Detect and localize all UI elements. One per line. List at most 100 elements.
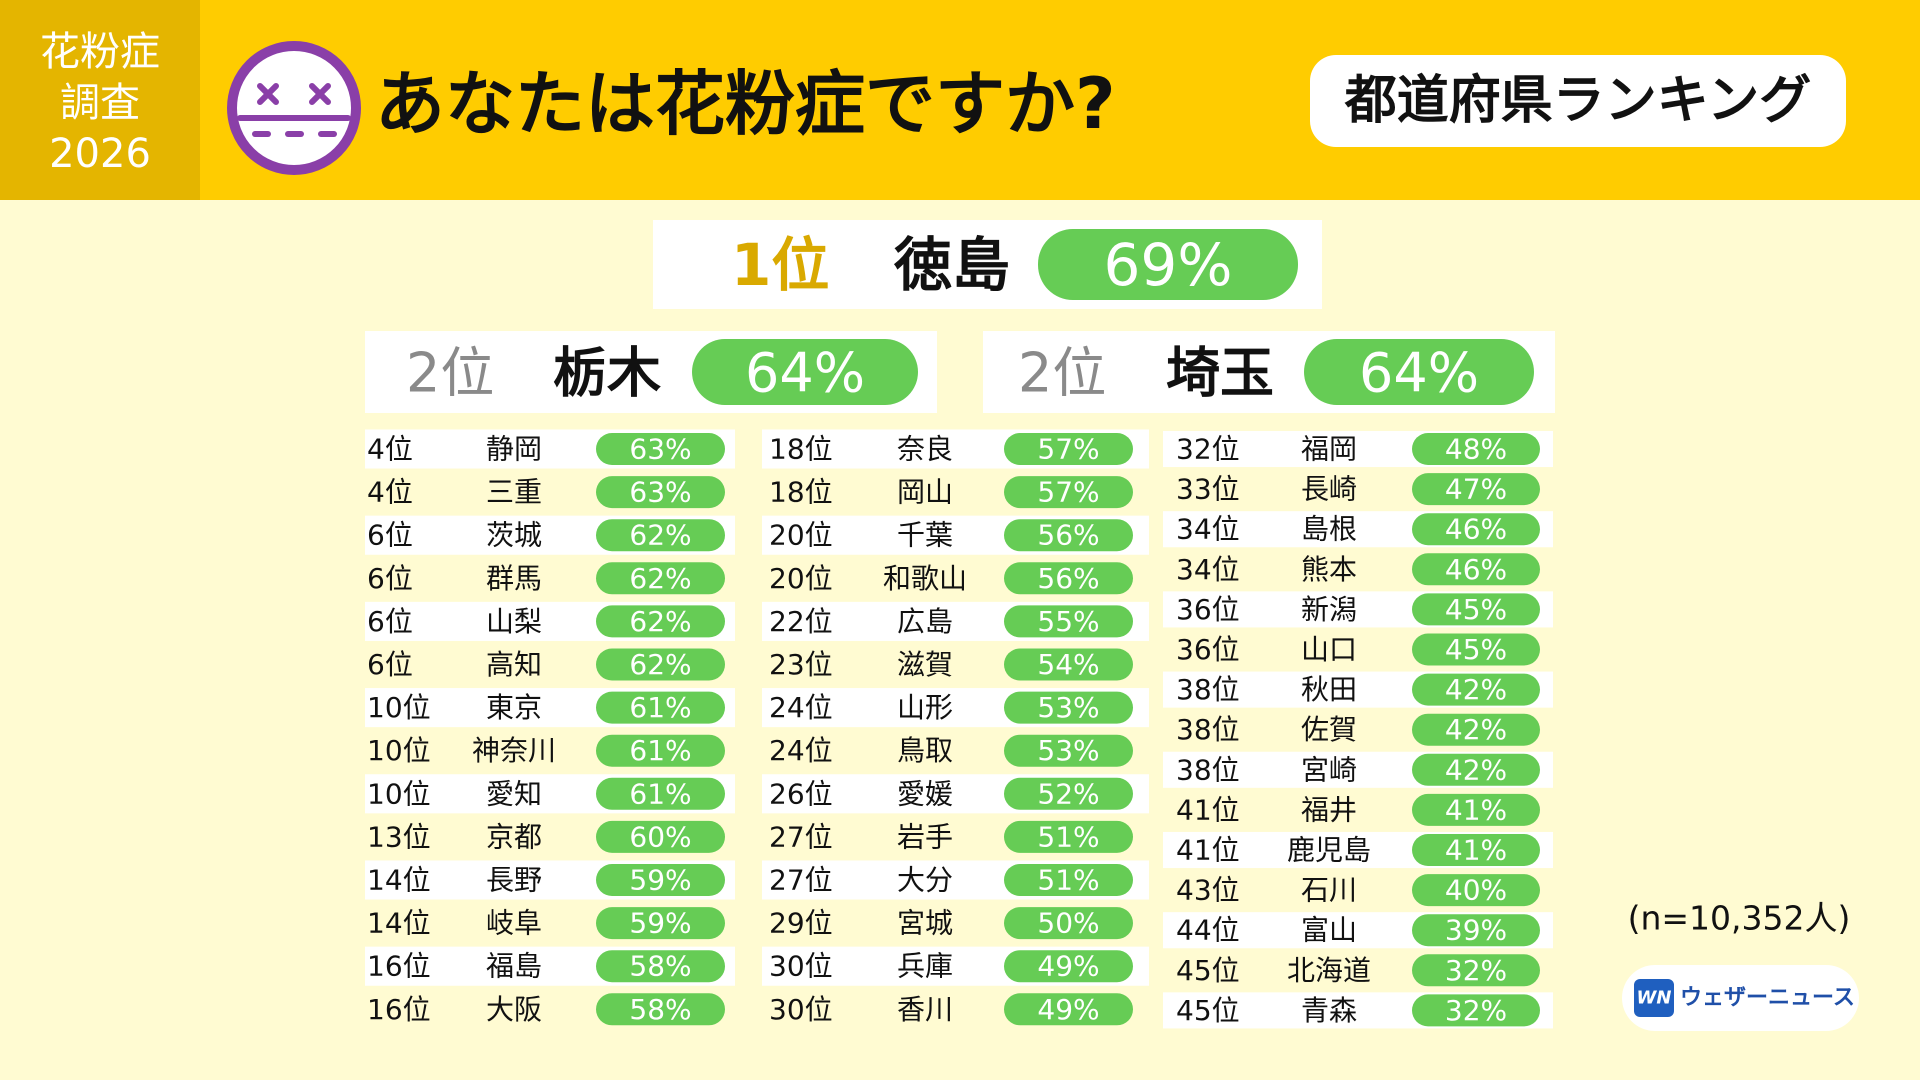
percentage: 49% bbox=[1037, 993, 1099, 1026]
prefecture: 北海道 bbox=[1287, 954, 1371, 987]
prefecture: 山口 bbox=[1301, 633, 1357, 666]
prefecture: 宮崎 bbox=[1301, 753, 1357, 786]
pct-pill bbox=[596, 820, 725, 853]
badge-text: 花粉症 調査 2026 bbox=[40, 29, 160, 177]
prefecture: 千葉 bbox=[897, 519, 953, 552]
prefecture: 香川 bbox=[897, 993, 953, 1026]
rank: 34位 bbox=[1176, 553, 1240, 586]
rank: 16位 bbox=[367, 993, 431, 1026]
percentage: 46% bbox=[1445, 553, 1507, 586]
pct-pill bbox=[596, 907, 725, 940]
percentage: 50% bbox=[1037, 907, 1099, 940]
title: あなたは花粉症ですか? bbox=[375, 63, 1116, 145]
rank: 4位 bbox=[367, 433, 413, 466]
pct-pill bbox=[1412, 713, 1540, 746]
pct-pill bbox=[1412, 954, 1540, 987]
rank: 38位 bbox=[1176, 673, 1240, 706]
percentage: 39% bbox=[1445, 914, 1507, 947]
pct-pill bbox=[1004, 734, 1133, 767]
prefecture: 秋田 bbox=[1301, 673, 1357, 706]
prefecture: 佐賀 bbox=[1301, 713, 1357, 746]
logo-mark bbox=[1634, 979, 1674, 1017]
percentage: 51% bbox=[1037, 820, 1099, 853]
prefecture: 宮城 bbox=[897, 907, 953, 940]
prefecture: 石川 bbox=[1301, 874, 1357, 907]
percentage: 56% bbox=[1037, 519, 1099, 552]
pct-pill bbox=[596, 950, 725, 983]
percentage: 45% bbox=[1445, 593, 1507, 626]
prefecture: 高知 bbox=[486, 648, 542, 681]
rank: 20位 bbox=[769, 519, 833, 552]
percentage: 32% bbox=[1445, 994, 1507, 1027]
pct-pill bbox=[1038, 229, 1298, 300]
percentage: 60% bbox=[629, 820, 691, 853]
pct-pill bbox=[1412, 914, 1540, 947]
prefecture: 静岡 bbox=[486, 433, 542, 466]
rank: 22位 bbox=[769, 605, 833, 638]
rank: 18位 bbox=[769, 433, 833, 466]
prefecture: 山形 bbox=[897, 691, 953, 724]
pct-pill bbox=[1412, 473, 1540, 506]
prefecture: 鹿児島 bbox=[1287, 834, 1371, 867]
prefecture: 神奈川 bbox=[472, 734, 556, 767]
pct-pill bbox=[1004, 648, 1133, 681]
rank: 2位 bbox=[1018, 342, 1106, 405]
percentage: 40% bbox=[1445, 874, 1507, 907]
pct-pill bbox=[1412, 753, 1540, 786]
prefecture: 福井 bbox=[1301, 793, 1357, 826]
pct-pill bbox=[1004, 519, 1133, 552]
percentage: 62% bbox=[629, 519, 691, 552]
rank: 33位 bbox=[1176, 473, 1240, 506]
percentage: 42% bbox=[1445, 753, 1507, 786]
pct-pill bbox=[1412, 673, 1540, 706]
pct-pill bbox=[596, 993, 725, 1026]
percentage: 48% bbox=[1445, 433, 1507, 466]
rank: 18位 bbox=[769, 476, 833, 509]
rank: 26位 bbox=[769, 777, 833, 810]
prefecture: 滋賀 bbox=[897, 648, 953, 681]
rank: 38位 bbox=[1176, 753, 1240, 786]
prefecture: 奈良 bbox=[897, 433, 953, 466]
pct-pill bbox=[1412, 633, 1540, 666]
pct-pill bbox=[1412, 793, 1540, 826]
percentage: 47% bbox=[1445, 473, 1507, 506]
percentage: 45% bbox=[1445, 633, 1507, 666]
rank: 24位 bbox=[769, 691, 833, 724]
prefecture: 富山 bbox=[1301, 914, 1357, 947]
prefecture: 長崎 bbox=[1301, 473, 1357, 506]
rank: 41位 bbox=[1176, 834, 1240, 867]
sample-note: (n=10,352人) bbox=[1628, 899, 1851, 938]
pct-pill bbox=[1304, 339, 1534, 405]
rank: 24位 bbox=[769, 734, 833, 767]
percentage: 62% bbox=[629, 648, 691, 681]
pct-pill bbox=[692, 339, 918, 405]
rank: 4位 bbox=[367, 476, 413, 509]
rank: 45位 bbox=[1176, 994, 1240, 1027]
pct-pill bbox=[1004, 864, 1133, 896]
percentage: 55% bbox=[1037, 605, 1099, 638]
pct-pill bbox=[596, 648, 725, 681]
pct-pill bbox=[1004, 820, 1133, 853]
rank: 36位 bbox=[1176, 633, 1240, 666]
percentage: 53% bbox=[1037, 734, 1099, 767]
pct-pill bbox=[596, 433, 725, 465]
rank: 6位 bbox=[367, 562, 413, 595]
badge-line: 2026 bbox=[49, 131, 151, 177]
rank: 30位 bbox=[769, 950, 833, 983]
prefecture: 福岡 bbox=[1301, 433, 1357, 466]
rank: 6位 bbox=[367, 519, 413, 552]
badge bbox=[0, 0, 200, 200]
logo-text: ウェザーニュース bbox=[1680, 986, 1855, 1011]
prefecture: 島根 bbox=[1301, 513, 1357, 546]
prefecture: 兵庫 bbox=[897, 950, 953, 983]
subtitle-pill bbox=[1310, 55, 1846, 147]
percentage: 59% bbox=[629, 907, 691, 940]
pct-pill bbox=[1004, 605, 1133, 638]
prefecture: 岩手 bbox=[897, 820, 953, 853]
rank: 13位 bbox=[367, 820, 431, 853]
rank: 34位 bbox=[1176, 513, 1240, 546]
percentage: 64% bbox=[745, 342, 865, 405]
prefecture: 広島 bbox=[897, 605, 953, 638]
pct-pill bbox=[1412, 994, 1540, 1027]
rank: 44位 bbox=[1176, 914, 1240, 947]
